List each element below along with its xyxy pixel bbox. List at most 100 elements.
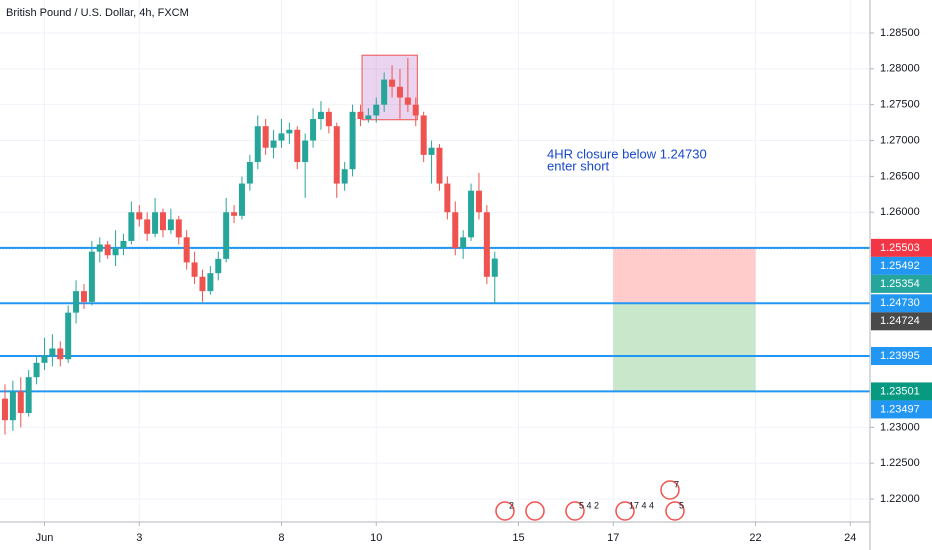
price-label-box xyxy=(871,312,932,331)
events: 2 5 4 2 17 4 4 7 5 xyxy=(495,479,685,521)
event-icon xyxy=(615,501,635,521)
candle-body xyxy=(373,104,380,116)
event-count: 2 xyxy=(509,500,514,510)
candle-body xyxy=(475,190,482,213)
candle-body xyxy=(96,244,103,252)
candle-body xyxy=(104,244,111,256)
chart-title: British Pound / U.S. Dollar, 4h, FXCM xyxy=(6,7,189,19)
candle-body xyxy=(73,291,80,313)
y-tick-label: 1.26500 xyxy=(880,170,920,182)
candle-body xyxy=(25,377,32,414)
price-label: 1.25354 xyxy=(880,278,920,290)
price-label-box xyxy=(871,400,932,419)
candle-body xyxy=(412,104,419,116)
event-icon xyxy=(495,501,515,521)
event-icon xyxy=(665,501,685,521)
event-count: 7 xyxy=(674,479,679,489)
x-tick-label: 24 xyxy=(844,532,856,544)
y-tick-label: 1.22500 xyxy=(880,457,920,469)
price-label-box xyxy=(871,347,932,366)
x-tick-label: 22 xyxy=(749,532,761,544)
x-tick-label: 15 xyxy=(512,532,524,544)
y-tick-label: 1.28000 xyxy=(880,63,920,75)
y-tick-label: 1.27000 xyxy=(880,134,920,146)
candle-body xyxy=(420,115,427,155)
candle-body xyxy=(136,212,143,220)
candle-body xyxy=(278,133,285,141)
x-tick-label: 8 xyxy=(278,532,284,544)
highlight-box xyxy=(361,54,418,121)
candle-body xyxy=(483,212,490,277)
candle-body xyxy=(223,212,230,259)
candle-body xyxy=(231,212,238,216)
candle-body xyxy=(191,262,198,277)
candle-body xyxy=(80,291,87,302)
candle-body xyxy=(349,111,356,170)
levels xyxy=(0,246,870,393)
event-count: 5 4 2 xyxy=(579,500,599,510)
zones xyxy=(361,54,756,392)
position-zone xyxy=(613,247,756,304)
event-count: 17 4 4 xyxy=(629,500,654,510)
candle-body xyxy=(33,362,40,378)
candle-body xyxy=(262,126,269,148)
candle-body xyxy=(396,86,403,98)
candle-body xyxy=(65,312,72,360)
x-tick-label: 3 xyxy=(136,532,142,544)
candle-body xyxy=(436,147,443,184)
candle-body xyxy=(294,129,301,163)
candle-body xyxy=(246,162,253,184)
price-label: 1.23497 xyxy=(880,403,920,415)
candle-body xyxy=(491,258,498,277)
x-tick-label: 10 xyxy=(370,532,382,544)
y-tick-label: 1.26000 xyxy=(880,206,920,218)
candle-body xyxy=(199,276,206,292)
candle-body xyxy=(310,119,317,141)
candle-body xyxy=(389,79,396,87)
annotation: enter short xyxy=(547,158,610,173)
candle-body xyxy=(144,219,151,234)
annotation: 4HR closure below 1.24730 xyxy=(547,146,707,161)
candle-body xyxy=(175,219,182,238)
candle-body xyxy=(333,126,340,184)
candle-body xyxy=(286,129,293,134)
candle-body xyxy=(120,240,127,249)
candles xyxy=(1,58,498,435)
y-tick-label: 1.22000 xyxy=(880,493,920,505)
candle-body xyxy=(215,258,222,274)
event-icon xyxy=(660,480,680,500)
y-tick-label: 1.28500 xyxy=(880,27,920,39)
candle-body xyxy=(159,212,166,231)
price-label-box xyxy=(871,382,932,401)
candle-body xyxy=(381,79,388,105)
candle-body xyxy=(152,212,159,234)
candle-body xyxy=(460,237,467,249)
price-label: 1.25503 xyxy=(880,242,920,254)
price-label: 1.24724 xyxy=(880,315,920,327)
candle-body xyxy=(128,212,135,241)
candle-body xyxy=(183,237,190,263)
candle-body xyxy=(88,251,95,302)
candle-body xyxy=(112,248,119,256)
event-icon[interactable] xyxy=(525,501,545,521)
x-tick-label: Jun xyxy=(36,532,54,544)
candle-body xyxy=(317,111,324,120)
candle-body xyxy=(428,147,435,155)
candle-body xyxy=(254,126,261,163)
candle-body xyxy=(1,398,8,421)
price-label: 1.23995 xyxy=(880,350,920,362)
candle-body xyxy=(17,391,24,414)
candle-body xyxy=(167,219,174,231)
candle-body xyxy=(302,140,309,163)
candle-body xyxy=(468,190,475,238)
x-tick-label: 17 xyxy=(607,532,619,544)
price-axis: 1.22000 1.22500 1.23000 1.26000 1.26500 1.270… xyxy=(870,27,932,505)
candle-body xyxy=(238,183,245,216)
position-zone xyxy=(613,303,756,392)
candle-body xyxy=(357,111,364,120)
event-icon xyxy=(565,501,585,521)
price-label: 1.23501 xyxy=(880,385,920,397)
price-label-box xyxy=(871,294,932,313)
